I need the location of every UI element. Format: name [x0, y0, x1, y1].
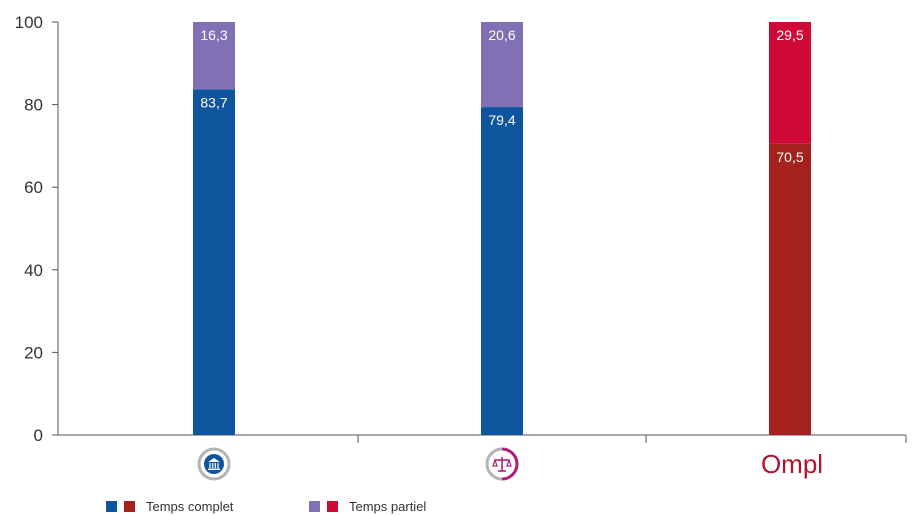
bar-temps-complet — [769, 143, 811, 435]
y-tick-label: 60 — [24, 178, 43, 197]
bar-value-label: 20,6 — [488, 27, 515, 43]
legend-swatch — [106, 501, 117, 512]
legend-item-temps-partiel: Temps partiel — [309, 499, 426, 514]
y-tick-label: 20 — [24, 343, 43, 362]
category-icons: Ompl — [197, 447, 823, 481]
bar-temps-partiel — [193, 22, 235, 90]
legend-item-temps-complet: Temps complet — [106, 499, 234, 514]
legend-swatch — [327, 501, 338, 512]
chart-legend: Temps complet Temps partiel — [106, 499, 426, 514]
y-tick-label: 100 — [15, 13, 43, 32]
ompl-logo: Ompl — [761, 449, 823, 479]
ompl-logo-text: Ompl — [761, 449, 823, 479]
y-tick-label: 0 — [34, 426, 43, 445]
scales-icon — [485, 447, 519, 481]
y-tick-label: 40 — [24, 261, 43, 280]
bar-temps-partiel — [769, 22, 811, 144]
legend-label: Temps partiel — [349, 499, 426, 514]
bar-temps-complet — [481, 107, 523, 435]
legend-swatch — [124, 501, 135, 512]
bar-temps-partiel — [481, 22, 523, 108]
y-tick-label: 80 — [24, 96, 43, 115]
bar-temps-complet — [193, 89, 235, 435]
bar-value-label: 16,3 — [200, 27, 227, 43]
chart-bars: 83,7 16,3 79,4 20,6 70,5 29,5 — [193, 22, 811, 435]
legend-label: Temps complet — [146, 499, 234, 514]
bank-icon — [197, 447, 231, 481]
bar-value-label: 29,5 — [776, 27, 803, 43]
bar-value-label: 70,5 — [776, 149, 803, 165]
bar-value-label: 83,7 — [200, 94, 227, 110]
bar-value-label: 79,4 — [488, 112, 515, 128]
legend-swatch — [309, 501, 320, 512]
